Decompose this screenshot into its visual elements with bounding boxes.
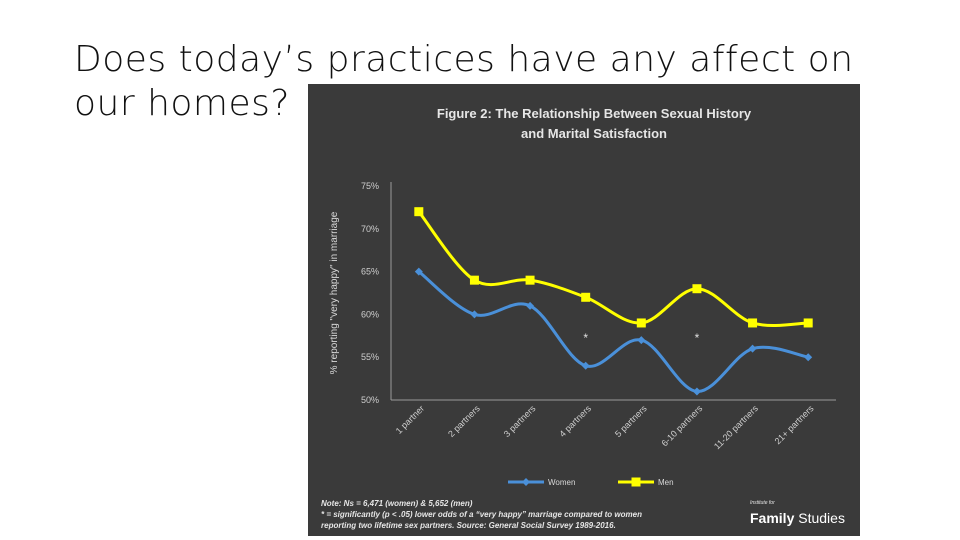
women-point-marker xyxy=(526,301,535,310)
chart-note-line: * = significantly (p < .05) lower odds o… xyxy=(321,510,642,519)
logo-small-text: Institute for xyxy=(750,500,775,506)
women-point-marker xyxy=(414,267,423,276)
y-tick-labels: 50% 55% 60% 65% 70% 75% xyxy=(361,181,379,405)
y-tick-label: 65% xyxy=(361,267,379,277)
significance-marker: * xyxy=(695,331,700,345)
women-point-marker xyxy=(637,336,646,345)
chart-series xyxy=(414,207,813,396)
x-tick-label: 2 partners xyxy=(446,403,482,439)
men-point-marker xyxy=(803,318,813,328)
chart-svg: Figure 2: The Relationship Between Sexua… xyxy=(321,106,845,530)
women-series xyxy=(414,267,813,396)
y-axis-label: % reporting "very happy" in marriage xyxy=(329,211,340,374)
y-tick-label: 50% xyxy=(361,395,379,405)
women-point-marker xyxy=(581,361,590,370)
women-point-marker xyxy=(748,344,757,353)
women-point-marker xyxy=(804,353,813,362)
women-point-marker xyxy=(470,310,479,319)
x-tick-label: 5 partners xyxy=(613,403,649,439)
y-tick-label: 55% xyxy=(361,352,379,362)
y-tick-label: 75% xyxy=(361,181,379,191)
y-tick-label: 60% xyxy=(361,309,379,319)
men-point-marker xyxy=(636,318,646,328)
x-tick-label: 11-20 partners xyxy=(712,403,760,451)
men-line xyxy=(417,210,809,327)
chart-annotations: * * xyxy=(583,331,699,345)
men-point-marker xyxy=(692,284,702,294)
slide-title: Does today’s practices have any affect o… xyxy=(74,39,854,124)
x-tick-label: 6-10 partners xyxy=(659,403,704,448)
chart-legend: Women Men xyxy=(508,477,674,487)
men-point-marker xyxy=(581,292,591,302)
men-series xyxy=(414,207,813,328)
x-tick-label: 4 partners xyxy=(557,403,593,439)
chart-figure: Figure 2: The Relationship Between Sexua… xyxy=(308,84,860,536)
men-point-marker xyxy=(469,275,479,285)
chart-axes xyxy=(390,182,836,401)
men-legend-label: Men xyxy=(658,478,674,487)
x-tick-label: 3 partners xyxy=(502,403,538,439)
chart-title: Figure 2: The Relationship Between Sexua… xyxy=(437,106,752,121)
chart-notes: Note: Ns = 6,471 (women) & 5,652 (men) * … xyxy=(321,499,642,530)
x-tick-label: 21+ partners xyxy=(773,403,816,446)
x-tick-labels: 1 partner 2 partners 3 partners 4 partners 5… xyxy=(394,403,816,451)
women-legend-label: Women xyxy=(548,478,575,487)
women-point-marker xyxy=(522,478,530,486)
y-tick-label: 70% xyxy=(361,224,379,234)
men-point-marker xyxy=(525,275,535,285)
brand-logo: Institute for Family Studies xyxy=(750,500,845,526)
chart-note-line: Note: Ns = 6,471 (women) & 5,652 (men) xyxy=(321,499,473,508)
x-tick-label: 1 partner xyxy=(394,403,427,436)
women-line xyxy=(417,270,809,393)
men-point-marker xyxy=(414,207,424,217)
chart-note-line: reporting two lifetime sex partners. Sou… xyxy=(321,521,616,530)
significance-marker: * xyxy=(583,331,588,345)
men-point-marker xyxy=(748,318,758,328)
chart-subtitle: and Marital Satisfaction xyxy=(521,126,667,141)
logo-main-text: Family Studies xyxy=(750,510,845,526)
men-point-marker xyxy=(631,477,641,487)
women-point-marker xyxy=(692,387,701,396)
